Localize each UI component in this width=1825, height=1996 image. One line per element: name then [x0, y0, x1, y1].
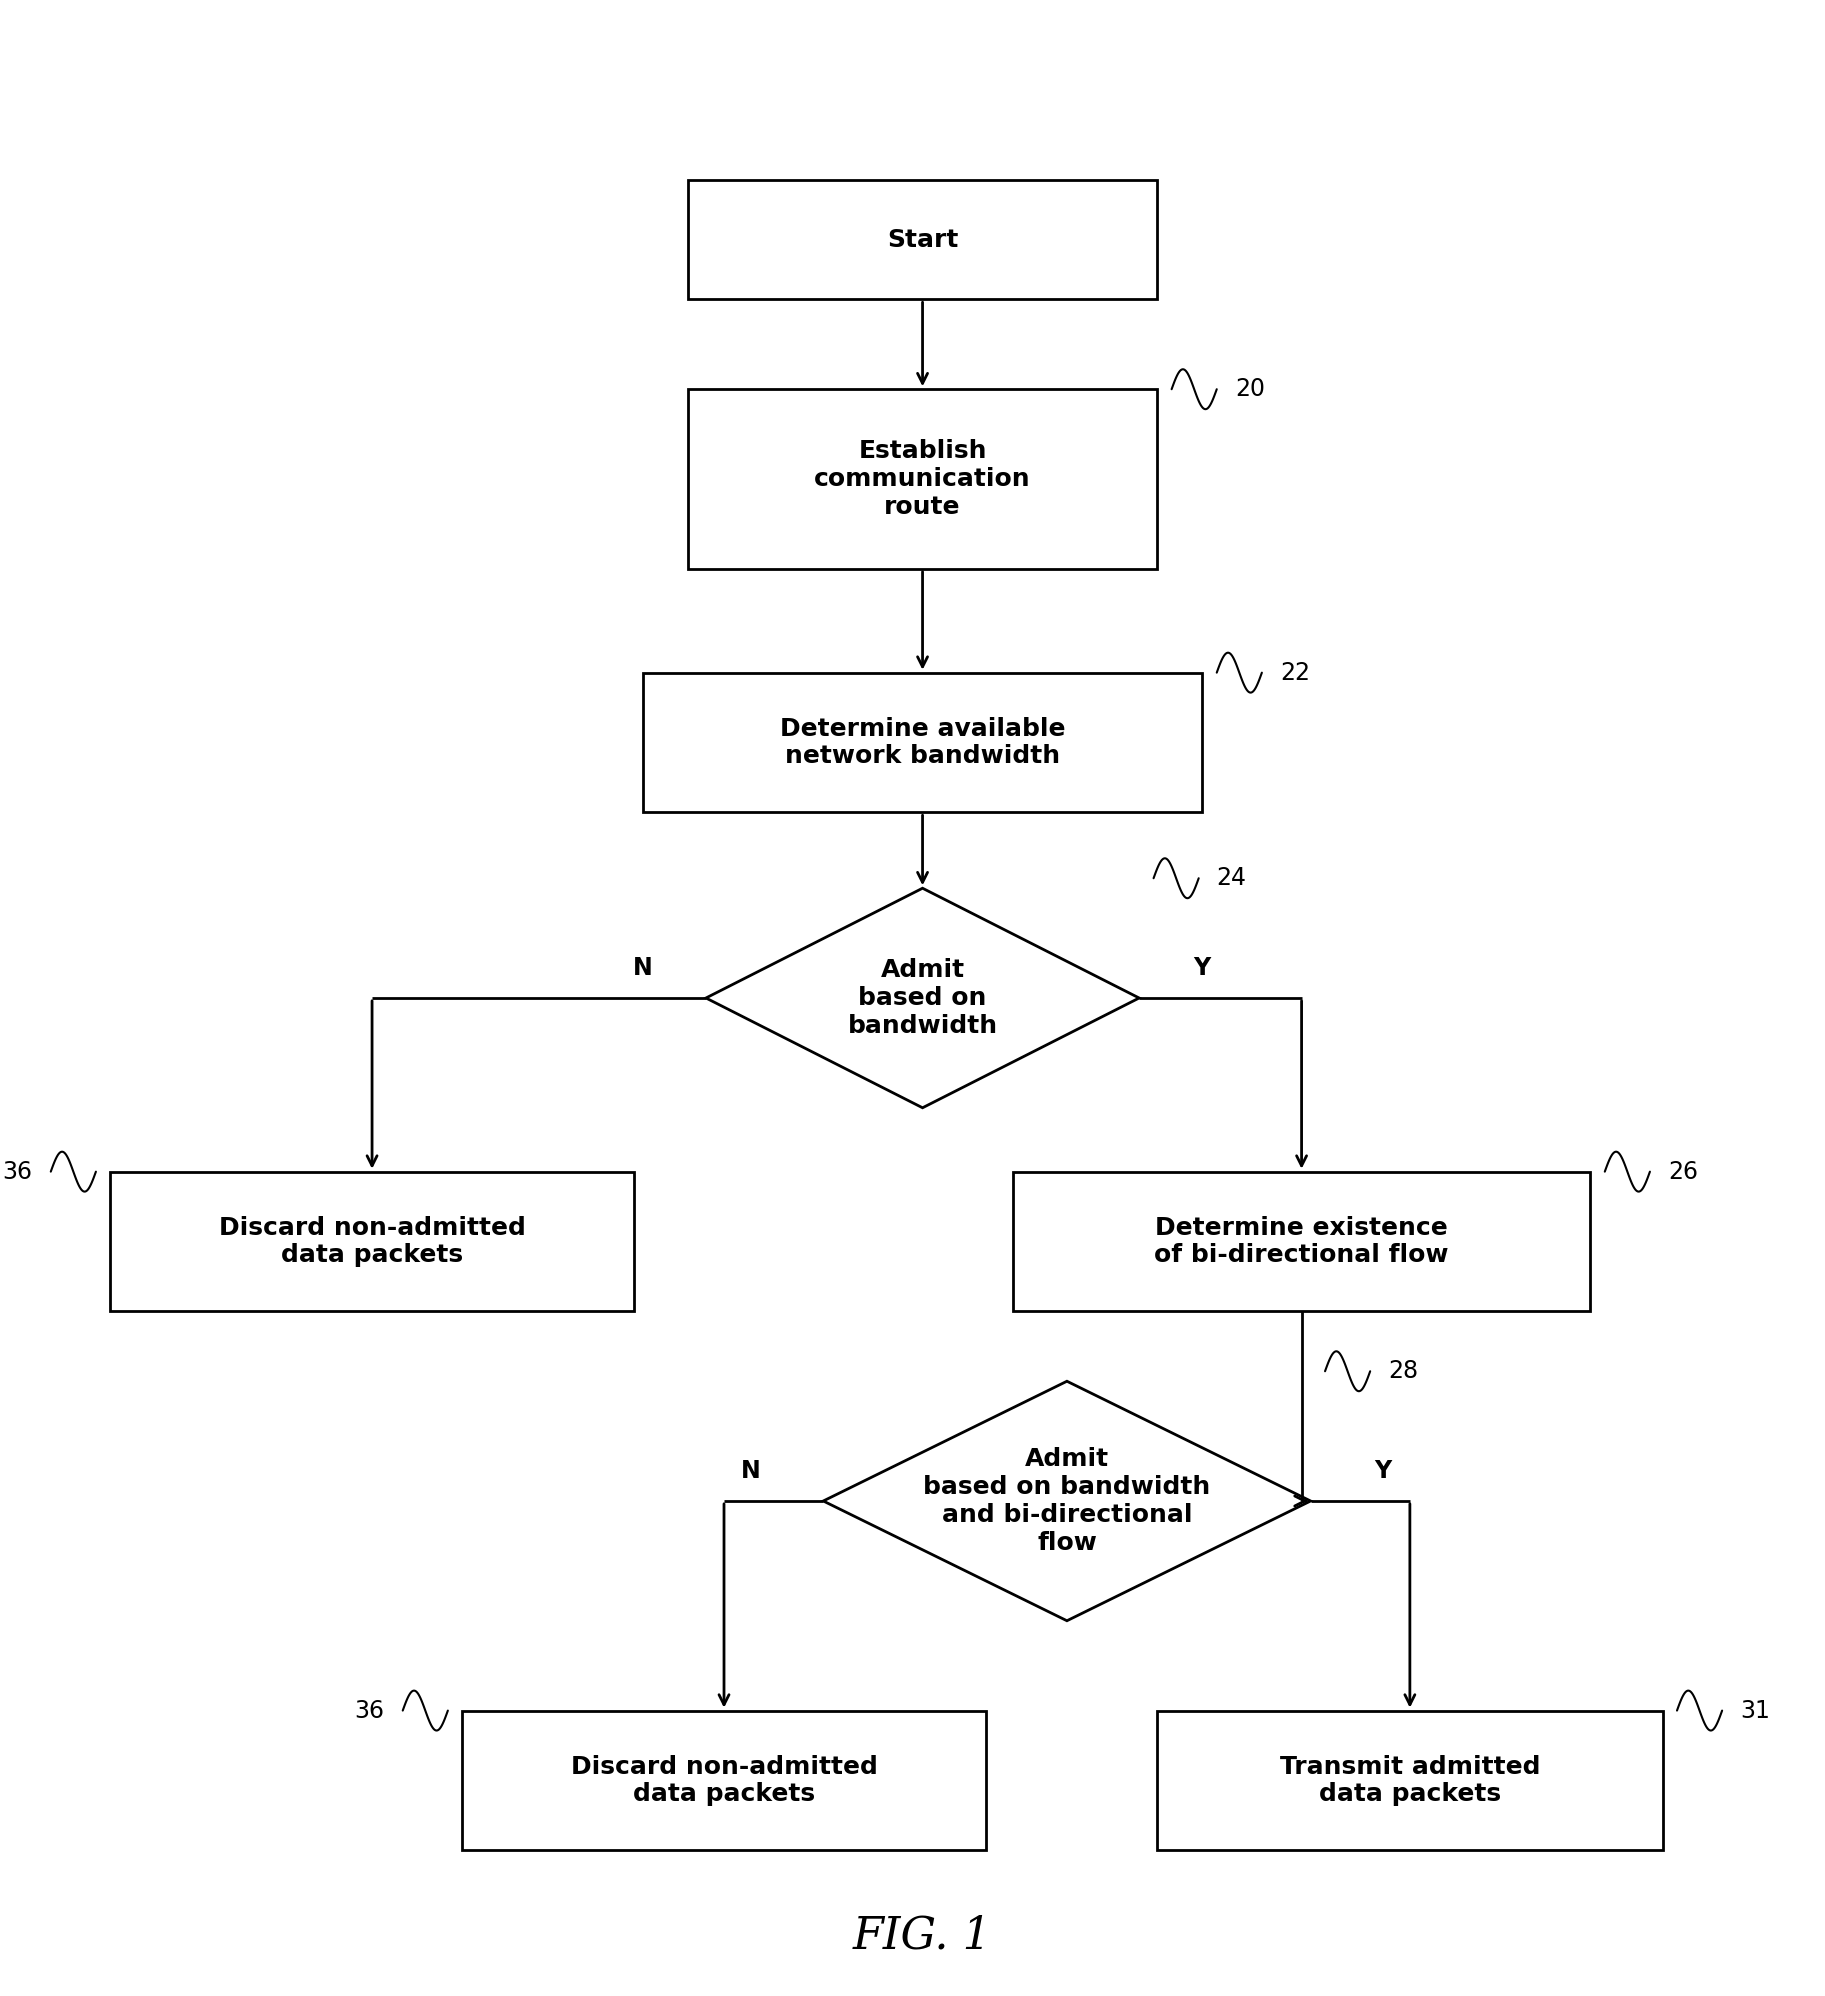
- Text: 24: 24: [1217, 866, 1246, 890]
- Polygon shape: [706, 888, 1139, 1108]
- Text: Determine available
network bandwidth: Determine available network bandwidth: [779, 717, 1066, 768]
- Polygon shape: [823, 1381, 1310, 1621]
- Text: 31: 31: [1741, 1699, 1770, 1723]
- FancyBboxPatch shape: [1013, 1172, 1590, 1311]
- Text: Y: Y: [1194, 956, 1212, 980]
- Text: Transmit admitted
data packets: Transmit admitted data packets: [1279, 1754, 1540, 1806]
- Text: Discard non-admitted
data packets: Discard non-admitted data packets: [219, 1216, 526, 1267]
- Text: Discard non-admitted
data packets: Discard non-admitted data packets: [571, 1754, 878, 1806]
- Text: Determine existence
of bi-directional flow: Determine existence of bi-directional fl…: [1155, 1216, 1449, 1267]
- FancyBboxPatch shape: [1157, 1711, 1663, 1850]
- FancyBboxPatch shape: [688, 180, 1157, 299]
- Text: Y: Y: [1374, 1459, 1391, 1483]
- Text: 36: 36: [354, 1699, 385, 1723]
- Text: Establish
communication
route: Establish communication route: [814, 439, 1031, 519]
- Text: 36: 36: [2, 1160, 33, 1184]
- Text: 28: 28: [1389, 1359, 1418, 1383]
- Text: 20: 20: [1236, 377, 1265, 401]
- Text: Start: Start: [887, 228, 958, 251]
- Text: FIG. 1: FIG. 1: [852, 1914, 993, 1958]
- Text: 22: 22: [1279, 661, 1310, 685]
- FancyBboxPatch shape: [462, 1711, 986, 1850]
- Text: N: N: [633, 956, 653, 980]
- FancyBboxPatch shape: [642, 673, 1203, 812]
- Text: Admit
based on
bandwidth: Admit based on bandwidth: [847, 958, 998, 1038]
- Text: N: N: [741, 1459, 761, 1483]
- Text: Admit
based on bandwidth
and bi-directional
flow: Admit based on bandwidth and bi-directio…: [923, 1447, 1210, 1555]
- FancyBboxPatch shape: [110, 1172, 633, 1311]
- FancyBboxPatch shape: [688, 389, 1157, 569]
- Text: 26: 26: [1668, 1160, 1697, 1184]
